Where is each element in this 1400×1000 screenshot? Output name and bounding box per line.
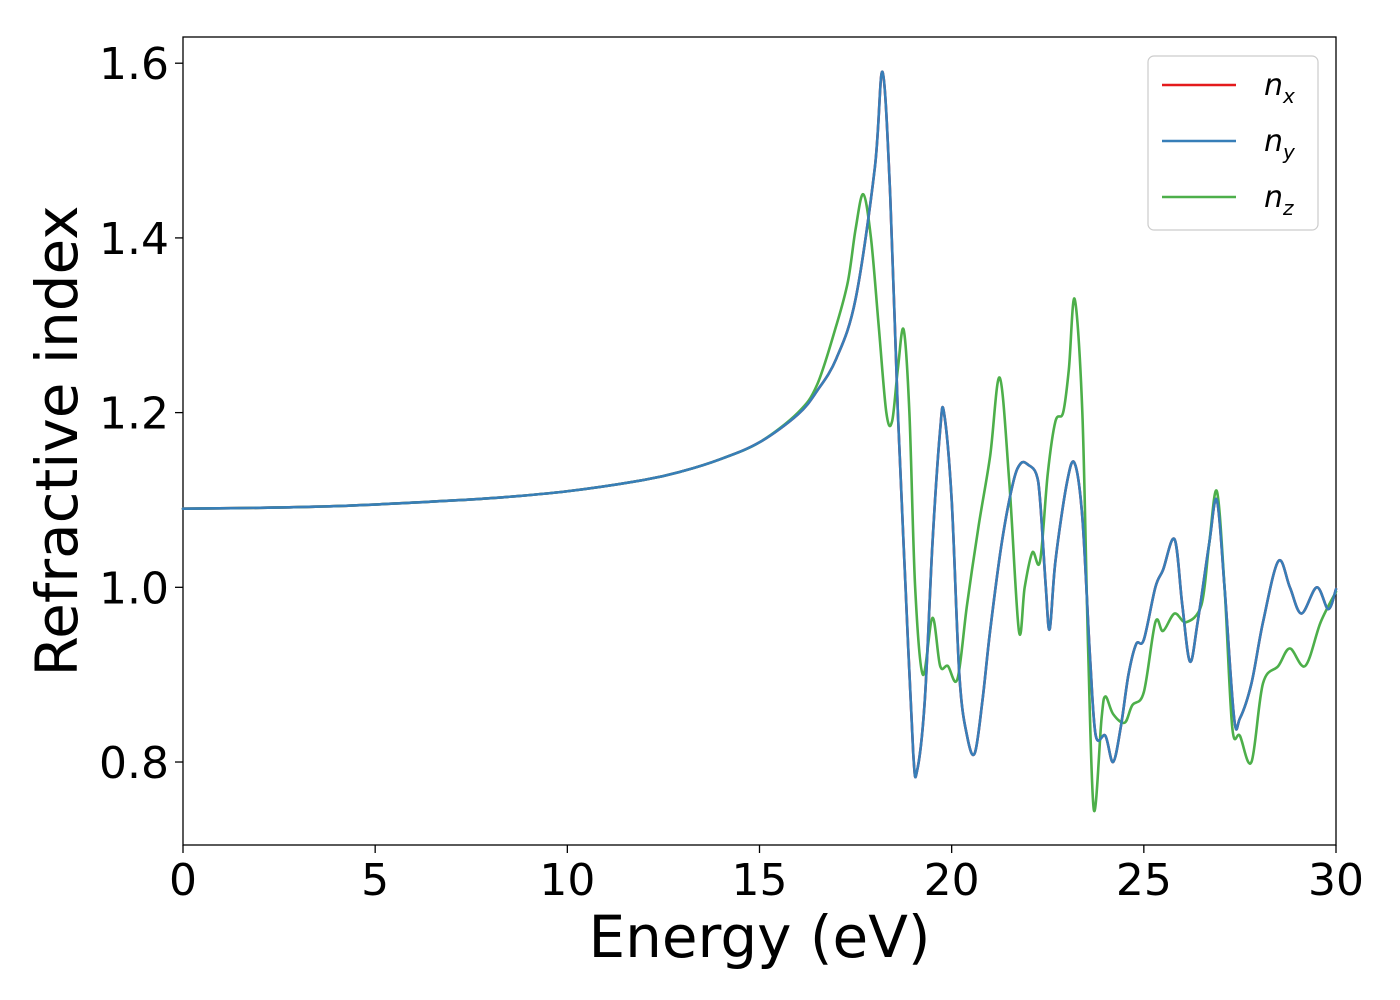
x-tick-label: 5 bbox=[361, 855, 389, 906]
legend-label-n-z: nz bbox=[1264, 180, 1294, 220]
x-tick-label: 0 bbox=[169, 855, 197, 906]
legend-label-n-x: nx bbox=[1264, 68, 1295, 108]
legend-box bbox=[1147, 55, 1319, 231]
y-tick-label: 1.6 bbox=[99, 39, 169, 90]
x-tick-label: 10 bbox=[539, 855, 595, 906]
x-tick-label: 25 bbox=[1116, 855, 1172, 906]
y-tick-label: 0.8 bbox=[99, 738, 169, 789]
y-tick-label: 1.0 bbox=[99, 563, 169, 614]
y-axis-ticks: 0.8 1.0 1.2 1.4 1.6 bbox=[99, 39, 183, 789]
series-line-n-y bbox=[181, 70, 1338, 779]
series-layer bbox=[181, 70, 1338, 813]
legend-label-n-y: ny bbox=[1264, 124, 1296, 164]
y-axis-title: Refractive index bbox=[23, 205, 91, 676]
x-tick-label: 20 bbox=[924, 855, 980, 906]
x-tick-label: 15 bbox=[732, 855, 788, 906]
series-line-n-z bbox=[181, 192, 1338, 813]
y-tick-label: 1.4 bbox=[99, 214, 169, 265]
x-tick-label: 30 bbox=[1308, 855, 1364, 906]
legend: nx ny nz bbox=[1147, 55, 1319, 231]
y-tick-label: 1.2 bbox=[99, 389, 169, 440]
x-axis-title: Energy (eV) bbox=[588, 903, 930, 971]
x-axis-ticks: 0 5 10 15 20 25 30 bbox=[169, 845, 1364, 906]
